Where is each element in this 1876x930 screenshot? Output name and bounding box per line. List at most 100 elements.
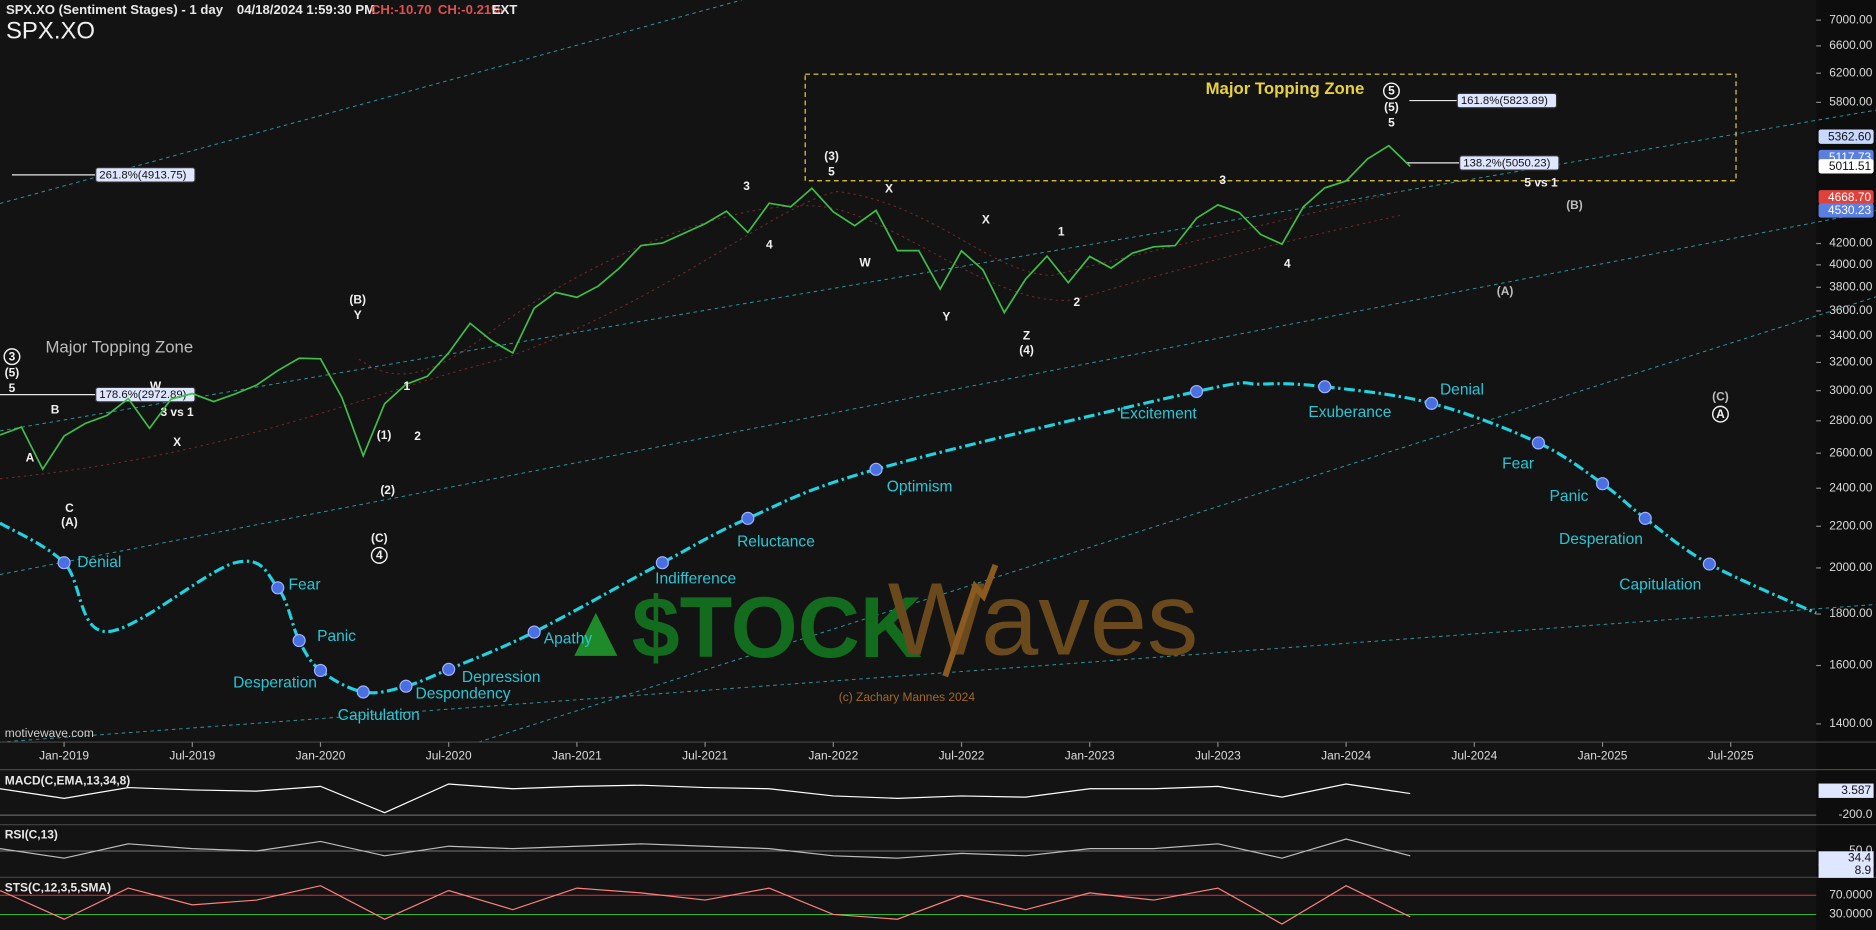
y-tick-label: 2000.00: [1829, 560, 1873, 574]
indicator-tick-label: 70.0000: [1829, 887, 1873, 901]
wave-label: 5: [9, 381, 16, 395]
wave-label: A: [26, 451, 35, 465]
watermark: $TOCK Waves (c) Zachary Mannes 2024: [574, 561, 1198, 704]
change-pct: CH:-0.21%: [438, 2, 503, 17]
indicator-marker-label: 34.4: [1848, 851, 1872, 865]
sentiment-label: Excitement: [1120, 405, 1198, 422]
x-tick-label: Jul-2021: [682, 749, 728, 763]
y-tick-label: 3200.00: [1829, 355, 1873, 369]
wave-circle: [370, 546, 388, 564]
y-tick-label: 1600.00: [1829, 658, 1873, 672]
x-tick-label: Jul-2024: [1451, 749, 1497, 763]
price-marker-box: [1818, 129, 1874, 144]
price-marker-label: 4668.70: [1828, 190, 1872, 204]
sentiment-point: [741, 511, 755, 525]
sentiment-point: [1531, 436, 1545, 450]
y-tick-label: 2200.00: [1829, 518, 1873, 532]
watermark-triangle: [574, 612, 618, 656]
sentiment-label: Depression: [462, 669, 541, 686]
wave-label: 5: [828, 165, 835, 179]
symbol: SPX.XO: [6, 18, 95, 45]
fib-label: 161.8%(5823.89): [1461, 95, 1548, 107]
y-tick-label: 3000.00: [1829, 383, 1873, 397]
sentiment-point: [271, 581, 285, 595]
indicator-tick-label: 30.0000: [1829, 907, 1873, 921]
chart-title: SPX.XO (Sentiment Stages) - 1 day: [6, 2, 224, 17]
sentiment-point: [655, 556, 669, 570]
sentiment-label: Desperation: [233, 675, 317, 692]
wave-label: X: [173, 435, 181, 449]
price-marker-box: [1818, 159, 1874, 174]
wave-label: X: [982, 212, 990, 226]
x-tick-label: Jan-2024: [1321, 749, 1371, 763]
wave-label: (A): [1497, 284, 1514, 298]
timestamp: 04/18/2024 1:59:30 PM: [237, 2, 375, 17]
change: CH:-10.70: [371, 2, 432, 17]
wave-label: (5): [1384, 100, 1399, 114]
y-tick-label: 1800.00: [1829, 606, 1873, 620]
indicator-marker-box: [1818, 851, 1874, 866]
y-tick-label: 6200.00: [1829, 65, 1873, 79]
x-tick-label: Jul-2020: [426, 749, 472, 763]
wave-label: (C): [1712, 390, 1729, 404]
y-tick-label: 4200.00: [1829, 236, 1873, 250]
topping-zone-box: [804, 73, 1737, 182]
sentiment-label: Fear: [1502, 456, 1534, 473]
sentiment-point: [292, 633, 306, 648]
price-marker-box: [1818, 203, 1874, 218]
zone-label: Major Topping Zone: [45, 338, 193, 357]
wave-label: (2): [380, 483, 395, 497]
watermark-left: $TOCK: [632, 580, 922, 676]
sentiment-point: [399, 679, 413, 693]
sentiment-label: Capitulation: [1619, 577, 1701, 594]
sentiment-point: [313, 663, 328, 678]
wave-label: 2: [414, 429, 421, 443]
wave-circle: [1711, 405, 1729, 423]
indicator-marker-label: 3.587: [1841, 783, 1871, 797]
y-tick-label: 3600.00: [1829, 303, 1873, 317]
y-tick-label: 7000.00: [1829, 12, 1873, 26]
sentiment-label: Optimism: [887, 478, 953, 495]
wave-label: 1: [1058, 224, 1065, 238]
panel-title: RSI(C,13): [5, 828, 58, 842]
y-tick-label: 6600.00: [1829, 38, 1873, 52]
x-tick-label: Jul-2022: [939, 749, 985, 763]
source: motivewave.com: [5, 726, 94, 740]
wave-label: Z: [1023, 328, 1030, 342]
x-tick-label: Jul-2025: [1708, 749, 1754, 763]
price-line: [0, 144, 1411, 471]
x-tick-label: Jan-2019: [39, 749, 89, 763]
panel-title: STS(C,12,3,5,SMA): [5, 880, 111, 894]
wave-label: (4): [1019, 343, 1034, 357]
y-tick-label: 2600.00: [1829, 445, 1873, 459]
price-marker-label: 4530.23: [1828, 203, 1872, 217]
sentiment-label: Exuberance: [1308, 404, 1391, 421]
wave-label: (5): [5, 366, 20, 380]
wave-label: 3: [1219, 173, 1226, 187]
indicator-line: [0, 783, 1411, 814]
sentiment-label: Despondency: [416, 686, 511, 703]
sentiment-point: [442, 662, 456, 676]
indicator-line: [0, 885, 1411, 925]
wave-label: 5: [1388, 115, 1395, 129]
wave-circled-label: 4: [376, 548, 383, 562]
sentiment-point: [1424, 396, 1439, 410]
wave-label: 3: [743, 179, 750, 193]
sentiment-point: [1595, 477, 1610, 491]
note: 5 vs 1: [1524, 175, 1558, 189]
price-marker-label: 5362.60: [1828, 129, 1872, 143]
x-tick-label: Jan-2022: [808, 749, 858, 763]
sentiment-point: [527, 625, 541, 639]
wave-label: C: [65, 501, 74, 515]
indicator-marker-box: [1818, 863, 1874, 878]
wave-label: Y: [354, 308, 362, 322]
sentiment-label: Capitulation: [338, 707, 420, 724]
indicator-marker-box: [1818, 783, 1874, 798]
wave-label: W: [859, 255, 871, 269]
wave-circled-label: 5: [1388, 84, 1395, 98]
x-tick-label: Jan-2020: [296, 749, 346, 763]
wave-label: (B): [1566, 198, 1583, 212]
sentiment-curve: [0, 381, 1817, 695]
sentiment-label: Panic: [317, 628, 356, 645]
